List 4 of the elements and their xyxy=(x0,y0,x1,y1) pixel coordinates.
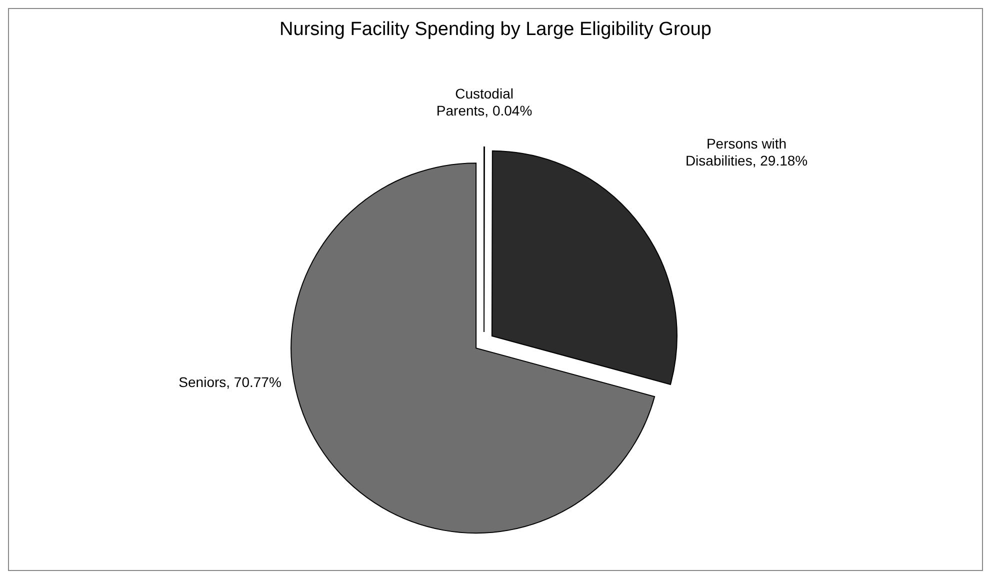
slice-label: Persons with Disabilities, 29.18% xyxy=(685,136,808,169)
slice-label: Seniors, 70.77% xyxy=(178,374,282,390)
chart-title: Nursing Facility Spending by Large Eligibility Group xyxy=(278,19,712,41)
slice-label: Custodial Parents, 0.04% xyxy=(436,86,532,118)
